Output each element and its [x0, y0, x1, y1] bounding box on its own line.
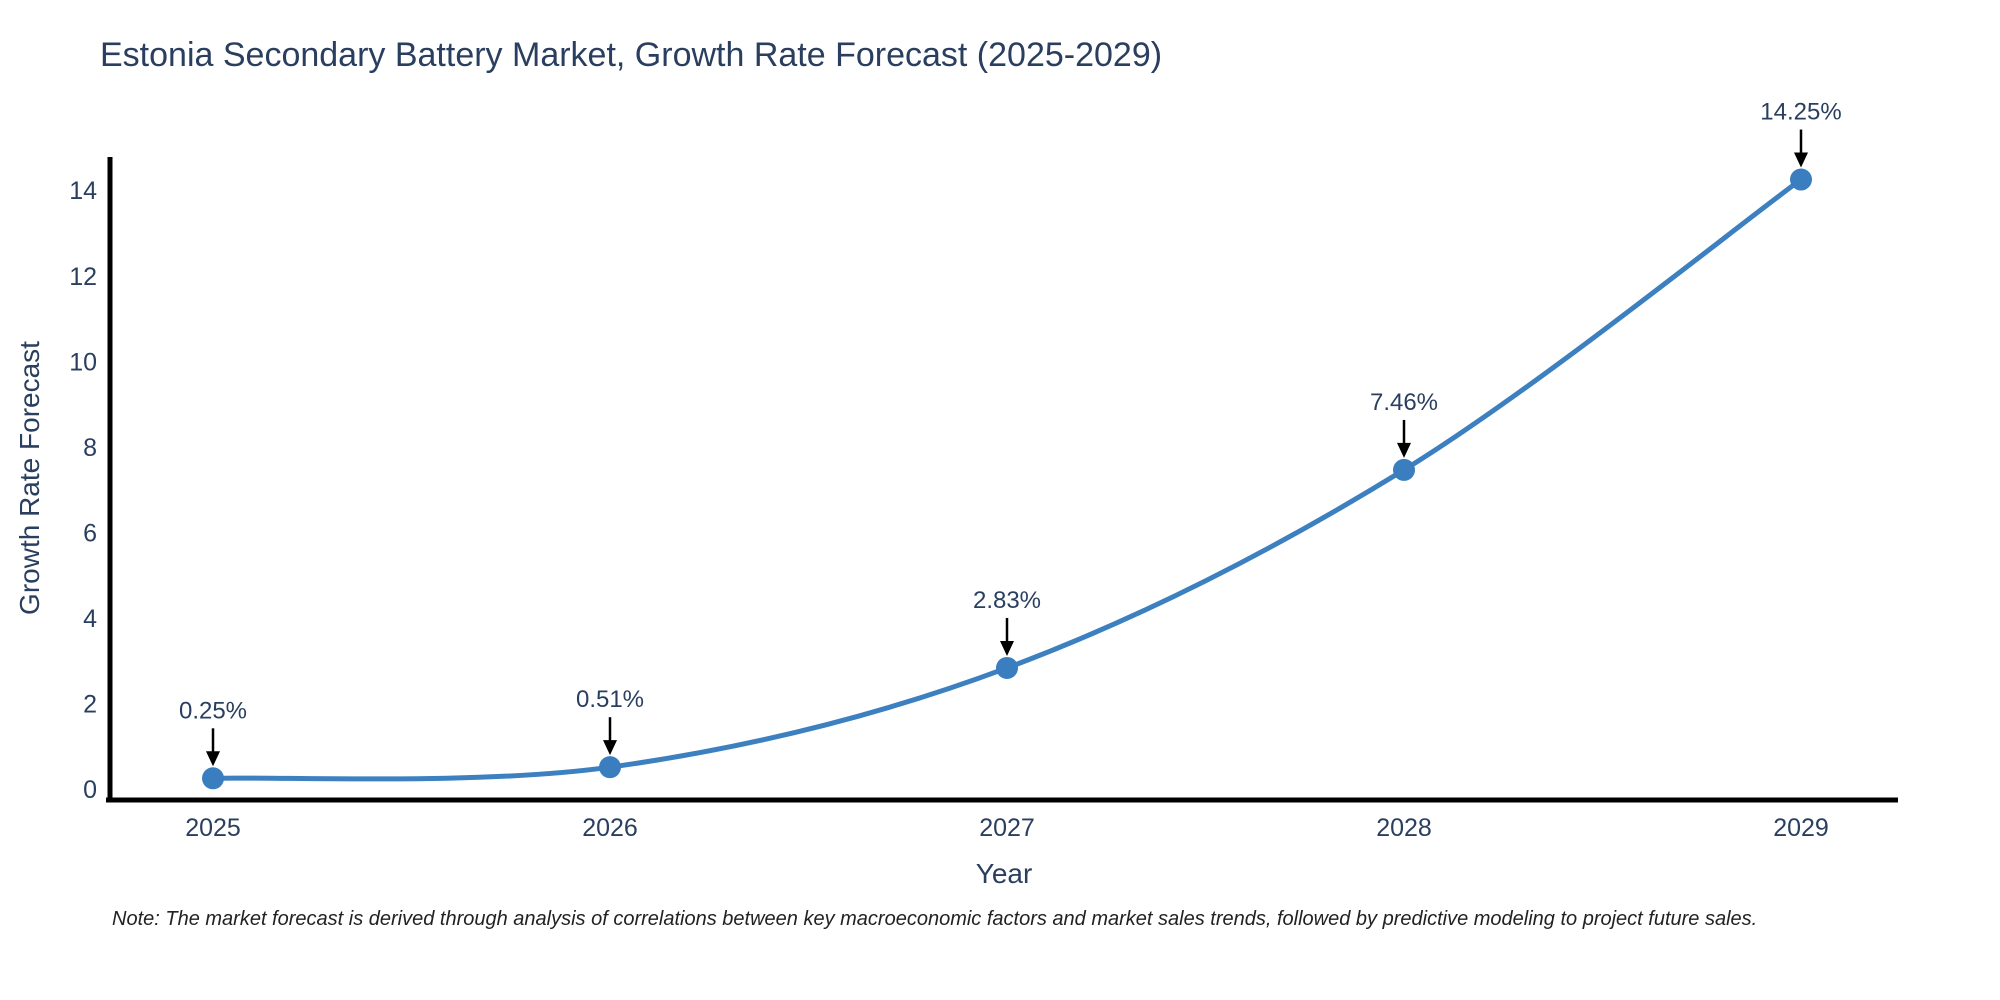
data-point-label: 0.25% [179, 697, 247, 724]
y-tick-label: 10 [69, 348, 97, 376]
data-point-label: 7.46% [1370, 389, 1438, 416]
y-tick-label: 4 [83, 605, 97, 633]
x-tick-label: 2027 [979, 814, 1035, 842]
y-tick-label: 8 [83, 434, 97, 462]
chart-title: Estonia Secondary Battery Market, Growth… [100, 36, 1163, 74]
data-point-marker [996, 656, 1018, 679]
forecast-line [210, 177, 1804, 782]
x-tick-label: 2025 [185, 814, 241, 842]
x-tick-label: 2026 [582, 814, 638, 842]
y-axis-title: Growth Rate Forecast [14, 341, 45, 615]
data-point-label: 14.25% [1760, 99, 1841, 126]
x-tick-label: 2029 [1773, 814, 1829, 842]
x-axis-title: Year [975, 858, 1033, 889]
x-tick-label: 2028 [1376, 814, 1432, 842]
chart-footnote: Note: The market forecast is derived thr… [112, 908, 1758, 930]
y-tick-label: 2 [83, 690, 97, 718]
data-point-marker [599, 756, 621, 779]
y-tick-label: 0 [83, 776, 97, 804]
y-tick-label: 6 [83, 519, 97, 547]
annotation-arrowhead [1000, 640, 1014, 656]
data-point-label: 0.51% [576, 686, 644, 713]
annotation-arrowhead [603, 740, 617, 756]
y-tick-label: 14 [69, 177, 97, 205]
y-tick-label: 12 [69, 263, 97, 291]
data-point-marker [202, 767, 224, 790]
annotation-arrowhead [206, 751, 220, 767]
data-point-label: 2.83% [973, 587, 1041, 614]
data-point-marker [1393, 458, 1415, 481]
annotation-arrowhead [1397, 442, 1411, 458]
data-point-marker [1790, 168, 1812, 191]
annotation-arrowhead [1794, 152, 1808, 168]
